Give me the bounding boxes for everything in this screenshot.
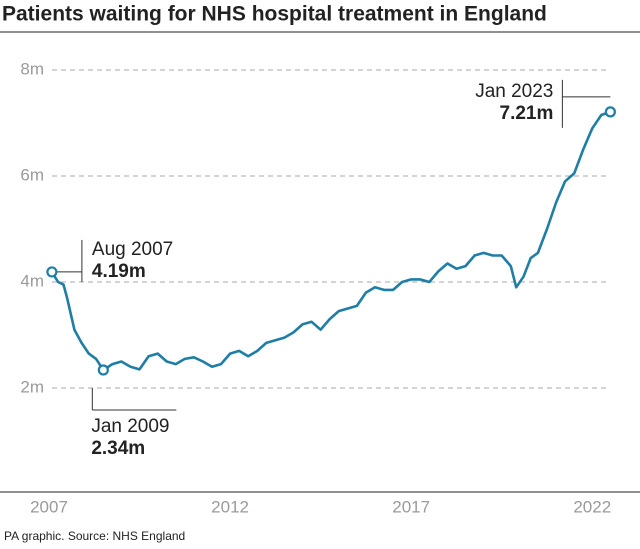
annotation-value: 2.34m (91, 438, 145, 459)
chart-title: Patients waiting for NHS hospital treatm… (2, 3, 547, 26)
source-note: PA graphic. Source: NHS England (4, 529, 185, 543)
data-point (97, 364, 109, 376)
data-point (604, 106, 616, 118)
x-tick-label: 2022 (573, 497, 611, 516)
annotation-date: Jan 2009 (91, 416, 169, 437)
annotation-value: 4.19m (92, 261, 146, 282)
annotation-date: Aug 2007 (92, 239, 173, 260)
data-line (50, 110, 611, 372)
y-tick-label: 4m (20, 271, 44, 290)
x-tick-label: 2007 (30, 497, 68, 516)
annotation-date: Jan 2023 (475, 81, 553, 102)
x-tick-label: 2012 (211, 497, 249, 516)
x-tick-label: 2017 (392, 497, 430, 516)
y-tick-label: 6m (20, 165, 44, 184)
y-tick-label: 8m (20, 59, 44, 78)
data-point (46, 266, 58, 278)
annotation-value: 7.21m (500, 103, 554, 124)
y-tick-label: 2m (20, 377, 44, 396)
